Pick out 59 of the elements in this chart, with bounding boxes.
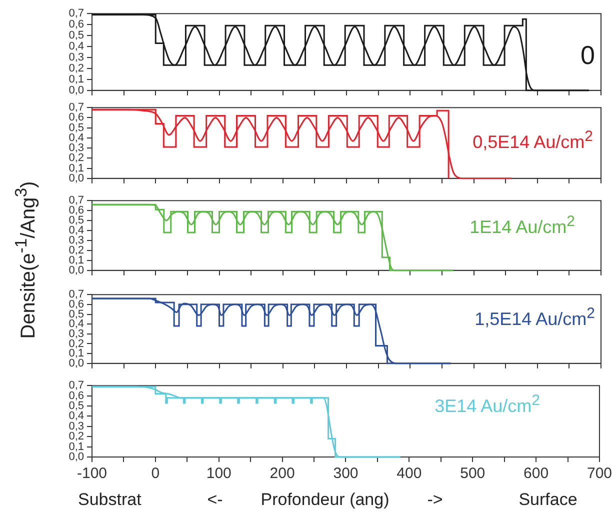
y-tick-label: 0,4	[68, 410, 84, 422]
annotation: 1E14 Au/cm$^{2}$	[470, 213, 575, 238]
y-tick-label: 0,5	[68, 122, 84, 134]
y-tick-label: 0,4	[68, 318, 84, 330]
y-tick-label: 0,2	[68, 338, 84, 350]
annotation: 1,5E14 Au/cm$^{2}$	[474, 305, 595, 330]
text: <-	[207, 490, 223, 510]
annotation: 0,5E14 Au/cm$^{2}$	[472, 128, 593, 153]
y-tick-label: 0,5	[68, 308, 84, 320]
y-tick-label: 0,0	[68, 84, 84, 96]
y-tick-label: 0,3	[68, 52, 84, 64]
y-tick-label: 0,2	[68, 430, 84, 443]
y-tick-label: 0,5	[68, 30, 84, 42]
y-tick-label: 0,1	[68, 73, 84, 86]
y-tick-label: 0,1	[68, 254, 84, 266]
text: Substrat	[78, 490, 142, 510]
y-tick-label: 0,5	[68, 214, 84, 227]
y-tick-label: 0,5	[68, 400, 84, 412]
y-tick-label: 0,6	[68, 18, 84, 31]
annotation: 0	[580, 40, 595, 71]
y-tick-label: 0,4	[68, 132, 84, 144]
y-tick-label: 0,7	[68, 194, 84, 207]
x-tick-label: 0	[151, 465, 160, 482]
y-tick-label: 0,0	[68, 357, 84, 370]
y-tick-label: 0,2	[68, 244, 84, 256]
x-tick-label: 200	[270, 465, 295, 482]
x-tick-label: 500	[460, 465, 486, 482]
y-tick-label: 0,7	[68, 102, 84, 114]
y-tick-label: 0,2	[68, 62, 84, 74]
y-tick-label: 0,7	[68, 380, 84, 392]
y-tick-label: 0,3	[68, 142, 84, 154]
x-tick-label: 400	[396, 465, 422, 482]
text: Surface	[518, 490, 578, 510]
y-tick-label: 0,4	[68, 40, 84, 53]
x-tick-label: -100	[76, 465, 108, 482]
y-tick-label: 0,2	[68, 152, 84, 164]
y-tick-label: 0,6	[68, 204, 84, 217]
x-tick-label: 100	[206, 465, 232, 482]
y-tick-label: 0,0	[68, 264, 84, 276]
y-tick-label: 0,1	[68, 440, 84, 453]
y-tick-label: 0,0	[68, 172, 84, 184]
y-tick-label: 0,0	[68, 451, 84, 464]
y-tick-label: 0,3	[68, 234, 84, 247]
x-tick-label: 700	[586, 465, 612, 482]
x-axis-title: Profondeur (ang)	[260, 490, 390, 510]
y-tick-label: 0,6	[68, 390, 84, 402]
y-tick-label: 0,1	[68, 162, 84, 174]
x-tick-label: 300	[333, 465, 358, 482]
y-tick-label: 0,6	[68, 298, 84, 310]
text: ->	[427, 490, 443, 510]
y-tick-label: 0,7	[68, 8, 84, 20]
annotation: 3E14 Au/cm$^{2}$	[434, 392, 540, 417]
y-tick-label: 0,7	[68, 288, 84, 301]
y-tick-label: 0,4	[68, 224, 84, 237]
y-tick-label: 0,3	[68, 328, 84, 340]
y-tick-label: 0,3	[68, 420, 84, 432]
y-tick-label: 0,6	[68, 112, 84, 124]
x-tick-label: 600	[524, 465, 549, 482]
y-tick-label: 0,1	[68, 348, 84, 360]
